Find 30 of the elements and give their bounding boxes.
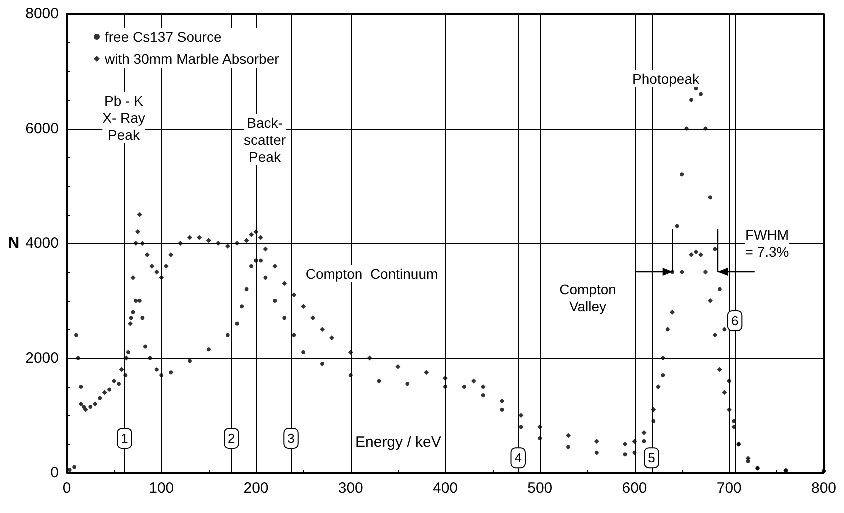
annotation: Compton Continuum bbox=[306, 266, 438, 282]
x-tick-label: 300 bbox=[338, 480, 364, 497]
annotation: 3 bbox=[288, 431, 295, 446]
x-tick-label: 500 bbox=[528, 480, 553, 497]
y-tick-label: 2000 bbox=[26, 350, 59, 367]
x-tick-label: 600 bbox=[622, 480, 648, 497]
annotation: Pb - K X- Ray Peak bbox=[102, 93, 146, 143]
legend-label: with 30mm Marble Absorber bbox=[104, 51, 280, 67]
x-tick-label: 0 bbox=[62, 480, 72, 497]
annotation: 4 bbox=[514, 450, 522, 466]
annotation: 2 bbox=[228, 431, 236, 446]
y-axis-title: N bbox=[8, 235, 20, 252]
annotation: Photopeak bbox=[632, 71, 700, 87]
y-tick-label: 0 bbox=[50, 464, 59, 482]
annotation: Compton Valley bbox=[560, 282, 616, 314]
annotation: FWHM = 7.3% bbox=[745, 227, 790, 260]
x-tick-label: 700 bbox=[716, 480, 742, 497]
legend-label: free Cs137 Source bbox=[105, 29, 222, 45]
x-tick-label: 100 bbox=[149, 480, 174, 497]
y-tick-label: 8000 bbox=[26, 6, 59, 22]
annotation: 6 bbox=[731, 313, 739, 328]
x-tick-label: 200 bbox=[244, 480, 269, 497]
x-tick-label: 400 bbox=[432, 480, 458, 497]
x-axis-title: Energy / keV bbox=[356, 434, 442, 451]
annotation: 1 bbox=[121, 431, 128, 446]
annotation: 5 bbox=[648, 450, 656, 466]
y-tick-label: 4000 bbox=[26, 235, 59, 252]
x-tick-label: 800 bbox=[811, 480, 837, 497]
y-tick-label: 6000 bbox=[26, 120, 59, 138]
annotation: Back- scatter Peak bbox=[244, 115, 286, 165]
